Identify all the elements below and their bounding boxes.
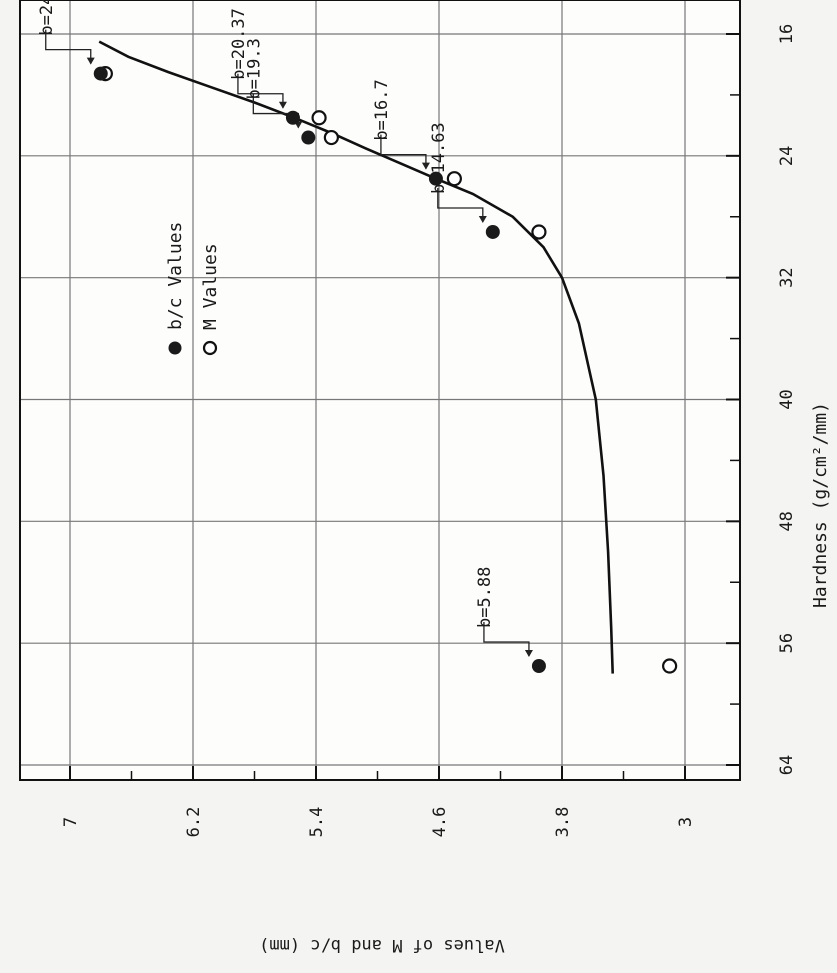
point-bc-value <box>531 659 546 674</box>
annotation-arrowhead <box>478 215 487 223</box>
legend-marker-bc <box>168 341 182 355</box>
x-tick-label-16: 16 <box>777 24 797 44</box>
y-tick-label-6.2: 6.2 <box>184 807 204 838</box>
fit-curve <box>98 40 614 674</box>
annotation-label: b=5.88 <box>475 567 495 628</box>
plot-border <box>19 0 741 781</box>
annotation-leader <box>45 29 92 64</box>
x-tick-label-64: 64 <box>777 755 797 775</box>
annotation-arrowhead <box>421 162 430 170</box>
annotation-label: b=19.3 <box>244 38 264 99</box>
point-bc-value <box>485 224 500 239</box>
point-m-value <box>323 129 339 146</box>
annotation-arrowhead <box>524 650 533 658</box>
annotation-label: b=20.37 <box>229 8 249 80</box>
axis-labels: Hardness (g/cm²/mm) Values of M and b/c (… <box>259 402 831 955</box>
point-bc-value <box>285 110 300 125</box>
annotation-arrowhead <box>86 57 95 65</box>
point-m-value <box>662 658 678 674</box>
data-points <box>93 65 678 674</box>
legend-marker-m <box>202 340 218 356</box>
point-bc-value <box>428 171 443 186</box>
x-axis-label: Hardness (g/cm²/mm) <box>810 402 831 608</box>
legend: b/c Values M Values <box>165 222 221 356</box>
y-tick-label-3.8: 3.8 <box>553 807 573 838</box>
y-axis-label: Values of M and b/c (mm) <box>259 935 505 955</box>
annotation-leader <box>380 134 427 169</box>
x-tick-label-56: 56 <box>777 633 797 653</box>
annotation-label: b=24.76 <box>37 0 57 36</box>
x-tick-label-24: 24 <box>777 146 797 166</box>
x-tick-label-32: 32 <box>777 267 797 287</box>
annotation-arrowhead <box>278 101 287 109</box>
annotation-label: b=16.7 <box>372 79 392 140</box>
plot-area <box>20 0 740 780</box>
point-bc-value <box>93 66 108 81</box>
y-tick-label-4.6: 4.6 <box>430 807 450 838</box>
y-tick-label-7: 7 <box>61 817 81 827</box>
legend-label-bc: b/c Values <box>165 222 186 330</box>
fit-curve-path <box>98 40 614 674</box>
point-m-value <box>531 224 547 240</box>
y-tick-label-3: 3 <box>676 817 696 827</box>
point-bc-value <box>301 130 316 145</box>
legend-label-m: M Values <box>200 243 221 330</box>
y-tick-label-5.4: 5.4 <box>307 807 327 838</box>
x-tick-label-48: 48 <box>777 511 797 531</box>
grid-lines <box>20 0 740 780</box>
x-tick-label-40: 40 <box>777 389 797 409</box>
annotation-leader <box>483 622 530 657</box>
annotation-leader <box>237 73 284 108</box>
axis-ticks: 16 24 32 40 48 56 64 3 3.8 4.6 5.4 6.2 7 <box>61 24 797 838</box>
point-m-value <box>446 171 462 187</box>
point-m-value <box>311 110 327 126</box>
annotation-leader <box>437 187 484 222</box>
